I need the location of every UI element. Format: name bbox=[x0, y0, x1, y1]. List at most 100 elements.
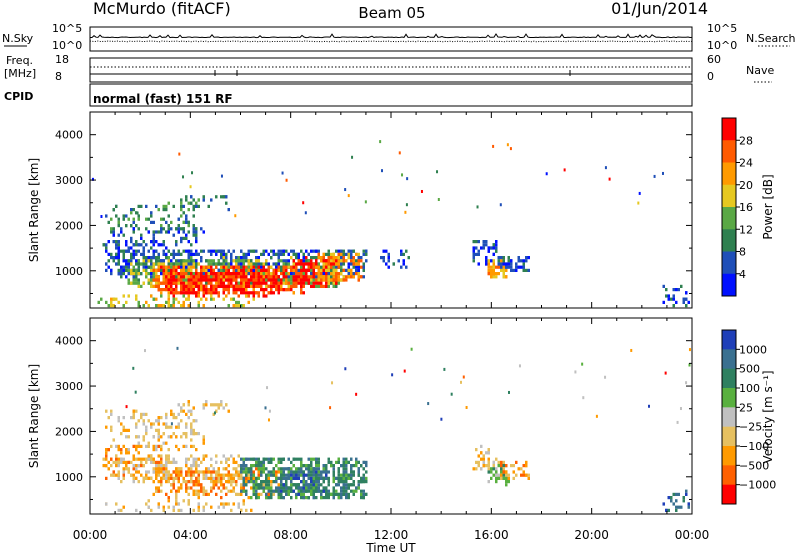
power-cell bbox=[142, 252, 145, 256]
power-cell bbox=[205, 284, 208, 288]
power-cell bbox=[272, 278, 275, 282]
velocity-cell bbox=[137, 451, 140, 455]
velocity-cell bbox=[157, 467, 160, 471]
power-cell bbox=[240, 268, 243, 272]
power-cell bbox=[115, 214, 118, 218]
power-cell bbox=[227, 272, 230, 276]
power-speckle bbox=[420, 189, 423, 193]
power-cell bbox=[195, 272, 198, 276]
power-cell bbox=[187, 291, 190, 295]
power-cell bbox=[237, 281, 240, 285]
power-cell bbox=[222, 256, 225, 260]
power-cell bbox=[267, 278, 270, 282]
velocity-cell bbox=[280, 492, 283, 496]
power-cell bbox=[172, 268, 175, 272]
power-cell bbox=[402, 259, 405, 263]
velocity-cell bbox=[112, 460, 115, 464]
velocity-cell bbox=[325, 464, 328, 468]
power-cell bbox=[360, 275, 363, 279]
power-cell bbox=[180, 275, 183, 279]
power-cell bbox=[122, 233, 125, 237]
power-cell bbox=[137, 262, 140, 266]
power-cell bbox=[262, 268, 265, 272]
velocity-cell bbox=[297, 492, 300, 496]
velocity-cell bbox=[335, 460, 338, 464]
velocity-cell bbox=[220, 473, 223, 477]
power-cell bbox=[312, 278, 315, 282]
velocity-cell bbox=[492, 460, 495, 464]
velocity-cell bbox=[117, 416, 120, 420]
power-cell bbox=[165, 272, 168, 276]
velocity-cell bbox=[160, 454, 163, 458]
power-cell bbox=[267, 272, 270, 276]
velocity-cell bbox=[120, 451, 123, 455]
velocity-colorbar-swatch bbox=[722, 388, 736, 408]
power-cell bbox=[332, 262, 335, 266]
power-cell bbox=[192, 230, 195, 234]
power-cell bbox=[290, 256, 293, 260]
power-cell bbox=[302, 265, 305, 269]
velocity-cell bbox=[127, 448, 130, 452]
velocity-cell bbox=[147, 499, 150, 503]
power-y-tick-label: 2000 bbox=[55, 219, 83, 232]
power-cell bbox=[127, 294, 130, 298]
velocity-cell bbox=[322, 467, 325, 471]
power-cell bbox=[237, 259, 240, 263]
power-cell bbox=[225, 284, 228, 288]
velocity-cell bbox=[362, 480, 365, 484]
power-cell bbox=[257, 262, 260, 266]
velocity-cell bbox=[305, 496, 308, 500]
power-cell bbox=[347, 265, 350, 269]
velocity-cell bbox=[205, 454, 208, 458]
velocity-colorbar-tick-label: 25 bbox=[739, 401, 753, 414]
noise-left-tick-top: 10^5 bbox=[52, 22, 82, 35]
velocity-cell bbox=[522, 464, 525, 468]
power-cell bbox=[352, 265, 355, 269]
power-cell bbox=[327, 284, 330, 288]
power-cell bbox=[115, 252, 118, 256]
velocity-cell bbox=[350, 483, 353, 487]
power-cell bbox=[122, 256, 125, 260]
power-cell bbox=[112, 233, 115, 237]
velocity-cell bbox=[280, 486, 283, 490]
velocity-cell bbox=[162, 505, 165, 509]
power-cell bbox=[662, 300, 665, 304]
power-cell bbox=[140, 272, 143, 276]
velocity-cell bbox=[307, 496, 310, 500]
power-cell bbox=[200, 297, 203, 301]
power-cell bbox=[332, 281, 335, 285]
power-cell bbox=[200, 259, 203, 263]
velocity-cell bbox=[327, 496, 330, 500]
power-cell bbox=[232, 275, 235, 279]
power-cell bbox=[175, 243, 178, 247]
velocity-speckle bbox=[170, 422, 173, 426]
velocity-cell bbox=[487, 457, 490, 461]
velocity-cell bbox=[522, 473, 525, 477]
velocity-cell bbox=[507, 476, 510, 480]
power-cell bbox=[170, 288, 173, 292]
velocity-cell bbox=[242, 476, 245, 480]
velocity-cell bbox=[120, 422, 123, 426]
power-cell bbox=[137, 268, 140, 272]
power-cell bbox=[170, 275, 173, 279]
velocity-cell bbox=[185, 460, 188, 464]
velocity-cell bbox=[132, 444, 135, 448]
velocity-cell bbox=[355, 486, 358, 490]
velocity-cell bbox=[360, 492, 363, 496]
power-cell bbox=[485, 262, 488, 266]
velocity-speckle bbox=[685, 381, 688, 385]
power-cell bbox=[187, 265, 190, 269]
power-cell bbox=[167, 224, 170, 228]
velocity-cell bbox=[277, 483, 280, 487]
velocity-cell bbox=[280, 480, 283, 484]
power-cell bbox=[177, 265, 180, 269]
velocity-cell bbox=[135, 435, 138, 439]
velocity-cell bbox=[270, 486, 273, 490]
power-cell bbox=[210, 252, 213, 256]
power-cell bbox=[272, 262, 275, 266]
power-cell bbox=[142, 268, 145, 272]
power-cell bbox=[175, 288, 178, 292]
power-cell bbox=[402, 252, 405, 256]
velocity-cell bbox=[210, 505, 213, 509]
velocity-cell bbox=[332, 473, 335, 477]
